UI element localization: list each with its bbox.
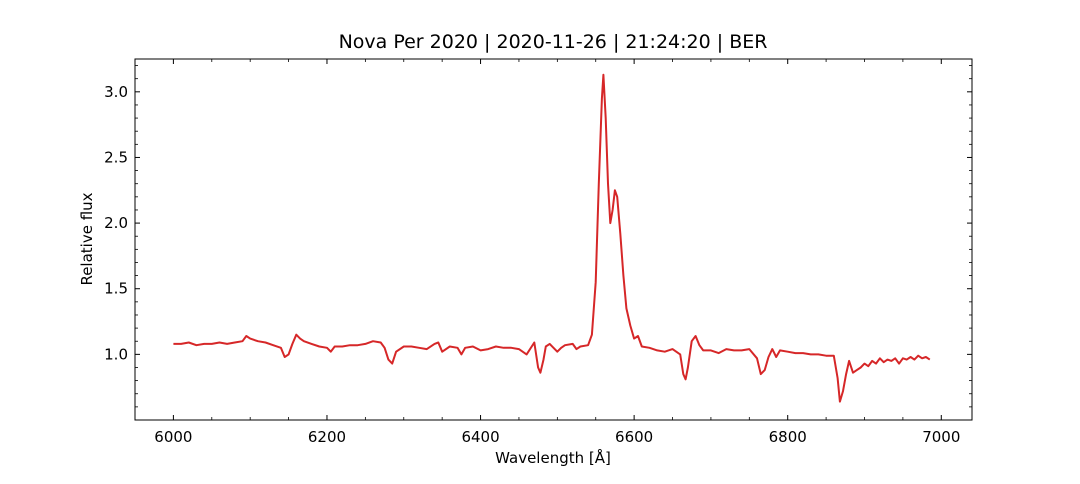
y-tick-label: 2.5 bbox=[104, 148, 128, 166]
series-line bbox=[173, 73, 931, 403]
x-axis: 6000 6200 6400 6600 6800 7000 bbox=[154, 59, 960, 446]
x-tick-label: 6400 bbox=[461, 428, 499, 446]
y-tick-label: 1.0 bbox=[104, 345, 128, 363]
y-tick-label: 1.5 bbox=[104, 280, 128, 298]
x-tick-label: 7000 bbox=[922, 428, 960, 446]
x-tick-label: 6200 bbox=[308, 428, 346, 446]
series-layer bbox=[173, 73, 931, 403]
y-tick-label: 3.0 bbox=[104, 83, 128, 101]
x-axis-label: Wavelength [Å] bbox=[495, 448, 611, 467]
plot-area bbox=[134, 58, 973, 421]
y-axis-label: Relative flux bbox=[78, 192, 96, 285]
x-tick-label: 6000 bbox=[154, 428, 192, 446]
y-axis: 1.0 1.5 2.0 2.5 3.0 bbox=[104, 65, 972, 408]
y-tick-label: 2.0 bbox=[104, 214, 128, 232]
x-tick-label: 6600 bbox=[615, 428, 653, 446]
chart-title: Nova Per 2020 | 2020-11-26 | 21:24:20 | … bbox=[339, 31, 768, 53]
x-tick-label: 6800 bbox=[769, 428, 807, 446]
